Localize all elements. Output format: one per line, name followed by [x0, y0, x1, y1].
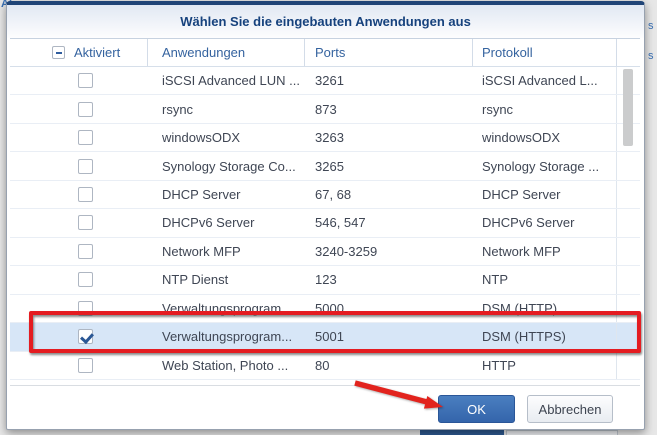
protocol-cell: DHCPv6 Server [473, 209, 617, 237]
application-cell: windowsODX [162, 130, 241, 146]
table-header-row: Aktiviert Anwendungen Ports Protokoll [10, 39, 640, 67]
row-checkbox[interactable] [78, 130, 93, 146]
table-row[interactable]: Synology Storage Co... 3265 Synology Sto… [10, 152, 640, 181]
column-header-label: Protokoll [482, 45, 533, 60]
annotation-arrow-icon [354, 380, 443, 409]
protocol-cell: HTTP [473, 351, 617, 379]
protocol-cell: rsync [473, 95, 617, 123]
ports-cell: 3263 [315, 130, 344, 146]
footer-divider [10, 385, 640, 386]
select-all-checkbox[interactable] [52, 46, 65, 59]
application-cell: DHCP Server [162, 187, 241, 203]
protocol-cell: Network MFP [473, 237, 617, 266]
row-checkbox[interactable] [78, 101, 93, 117]
row-checkbox[interactable] [78, 243, 93, 259]
table-body: iSCSI Advanced LUN ... 3261 iSCSI Advanc… [10, 67, 640, 380]
table-row[interactable]: Network MFP 3240-3259 Network MFP [10, 237, 640, 267]
application-cell: NTP Dienst [162, 272, 229, 288]
column-header-ports[interactable]: Ports [305, 39, 473, 66]
application-cell: Web Station, Photo ... [162, 357, 289, 373]
row-checkbox[interactable] [78, 272, 93, 288]
application-cell: DHCPv6 Server [162, 215, 255, 231]
background-window-fragment [420, 430, 504, 435]
row-checkbox[interactable] [78, 158, 93, 174]
table-row[interactable]: rsync 873 rsync [10, 95, 640, 124]
table-row[interactable]: iSCSI Advanced LUN ... 3261 iSCSI Advanc… [10, 67, 640, 96]
row-checkbox[interactable] [78, 73, 93, 89]
protocol-cell: NTP [473, 266, 617, 294]
application-cell: Network MFP [162, 243, 241, 259]
row-checkbox[interactable] [78, 215, 93, 231]
applications-table: Aktiviert Anwendungen Ports Protokoll iS… [10, 38, 640, 380]
table-row[interactable]: Verwaltungsprogram... 5000 DSM (HTTP) [10, 294, 640, 324]
table-row[interactable]: Web Station, Photo ... 80 HTTP [10, 351, 640, 380]
column-header-label: Anwendungen [162, 45, 246, 60]
row-checkbox[interactable] [78, 357, 93, 373]
dialog-header: Wählen Sie die eingebauten Anwendungen a… [7, 5, 644, 38]
vertical-scrollbar-thumb[interactable] [623, 69, 633, 146]
ok-button[interactable]: OK [438, 395, 515, 423]
ports-cell: 3261 [315, 73, 344, 89]
row-checkbox[interactable] [78, 300, 93, 316]
column-header-aktiviert[interactable]: Aktiviert [10, 39, 148, 66]
protocol-cell: DHCP Server [473, 180, 617, 209]
protocol-cell: DSM (HTTP) [473, 294, 617, 323]
ports-cell: 546, 547 [315, 215, 366, 231]
select-applications-dialog: Wählen Sie die eingebauten Anwendungen a… [6, 1, 645, 430]
ports-cell: 3265 [315, 158, 344, 174]
table-row[interactable]: NTP Dienst 123 NTP [10, 266, 640, 295]
application-cell: Verwaltungsprogram... [162, 300, 293, 316]
background-text-fragment: s [648, 50, 654, 62]
ports-cell: 873 [315, 101, 337, 117]
column-header-anwendungen[interactable]: Anwendungen [148, 39, 305, 66]
application-cell: rsync [162, 101, 194, 117]
table-row-selected[interactable]: Verwaltungsprogram... 5001 DSM (HTTPS) [10, 323, 640, 352]
ports-cell: 67, 68 [315, 187, 352, 203]
table-row[interactable]: DHCP Server 67, 68 DHCP Server [10, 180, 640, 210]
protocol-cell: DSM (HTTPS) [473, 323, 617, 351]
application-cell: Verwaltungsprogram... [162, 329, 293, 345]
application-cell: iSCSI Advanced LUN ... [162, 73, 301, 89]
ports-cell: 5000 [315, 300, 344, 316]
column-header-label: Aktiviert [74, 45, 121, 60]
background-window-fragment [506, 430, 618, 435]
column-header-protokoll[interactable]: Protokoll [473, 39, 617, 66]
ports-cell: 5001 [315, 329, 344, 345]
application-cell: Synology Storage Co... [162, 158, 296, 174]
table-row[interactable]: DHCPv6 Server 546, 547 DHCPv6 Server [10, 209, 640, 238]
column-header-label: Ports [315, 45, 346, 60]
cancel-button[interactable]: Abbrechen [527, 395, 613, 423]
protocol-cell: Synology Storage ... [473, 152, 617, 180]
dialog-title: Wählen Sie die eingebauten Anwendungen a… [180, 14, 471, 29]
ports-cell: 3240-3259 [315, 243, 378, 259]
row-checkbox[interactable] [78, 187, 93, 203]
table-row[interactable]: windowsODX 3263 windowsODX [10, 123, 640, 153]
background-text-fragment: s [648, 20, 654, 32]
ports-cell: 123 [315, 272, 337, 288]
row-checkbox[interactable] [78, 329, 93, 345]
ports-cell: 80 [315, 357, 330, 373]
protocol-cell: windowsODX [473, 123, 617, 152]
protocol-cell: iSCSI Advanced L... [473, 67, 617, 95]
